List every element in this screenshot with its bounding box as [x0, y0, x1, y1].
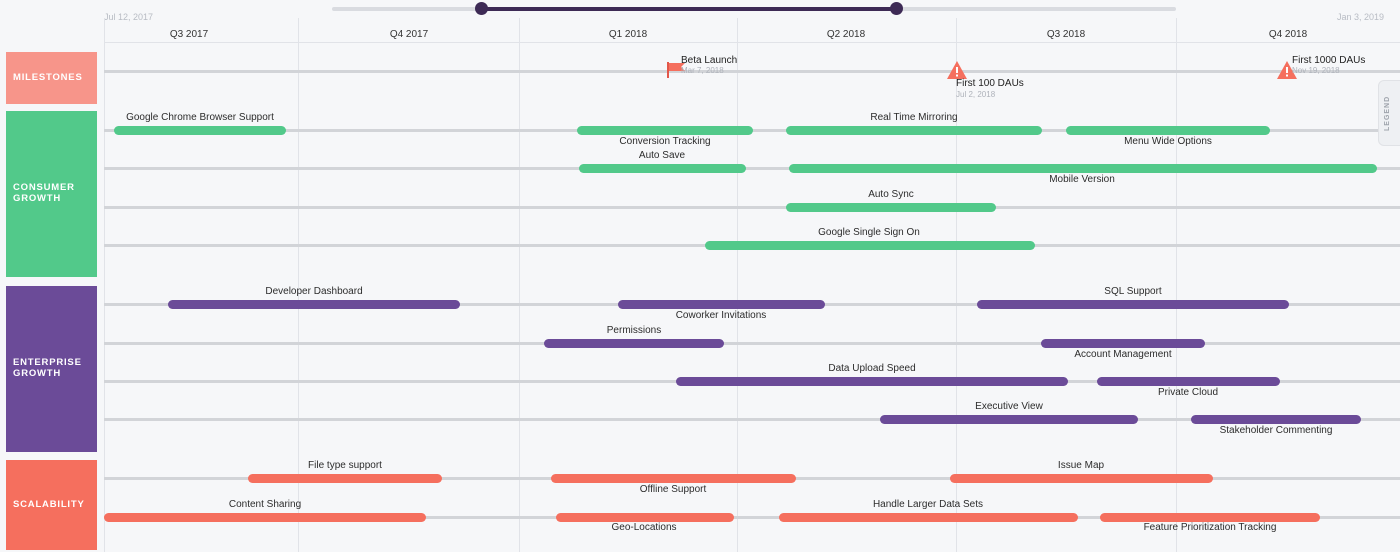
roadmap-bar-label: Offline Support [639, 484, 707, 495]
roadmap-bar-label: Permissions [606, 325, 662, 336]
roadmap-bar[interactable] [977, 300, 1289, 309]
roadmap-bar-label: File type support [308, 460, 382, 471]
quarter-divider [1176, 18, 1177, 552]
header-divider [104, 42, 1400, 43]
milestone-date: Nov 19, 2018 [1292, 66, 1340, 75]
roadmap-bar[interactable] [1097, 377, 1280, 386]
roadmap-bar[interactable] [551, 474, 796, 483]
roadmap-bar[interactable] [1066, 126, 1270, 135]
range-end-date: Jan 3, 2019 [1337, 12, 1385, 22]
quarter-label: Q2 2018 [826, 29, 866, 40]
quarter-divider [737, 18, 738, 552]
roadmap-bar[interactable] [577, 126, 753, 135]
roadmap-bar[interactable] [104, 513, 426, 522]
milestone-title: First 1000 DAUs [1292, 55, 1366, 66]
quarter-label: Q4 2018 [1268, 29, 1308, 40]
lane-scalability[interactable]: SCALABILITY [6, 460, 97, 550]
roadmap-bar-label: Executive View [975, 401, 1043, 412]
roadmap-bar-label: Private Cloud [1157, 387, 1219, 398]
roadmap-bar[interactable] [618, 300, 825, 309]
lane-track [104, 70, 1400, 73]
roadmap-bar-label: Coworker Invitations [675, 310, 767, 321]
roadmap-bar-label: Mobile Version [1049, 174, 1115, 185]
roadmap-bar-label: Google Chrome Browser Support [126, 112, 274, 123]
roadmap-bar-label: Data Upload Speed [828, 363, 916, 374]
lane-track [104, 516, 1400, 519]
range-scroller-selection[interactable] [482, 7, 897, 11]
roadmap-bar[interactable] [556, 513, 734, 522]
lane-track [104, 167, 1400, 170]
roadmap-bar-label: Auto Sync [868, 189, 914, 200]
lane-track [104, 206, 1400, 209]
roadmap-bar[interactable] [1191, 415, 1361, 424]
roadmap-bar[interactable] [579, 164, 746, 173]
roadmap-bar-label: Handle Larger Data Sets [872, 499, 984, 510]
lane-label-text: MILESTONES [13, 71, 83, 83]
roadmap-bar[interactable] [1100, 513, 1320, 522]
roadmap-bar[interactable] [676, 377, 1068, 386]
roadmap-bar[interactable] [786, 126, 1042, 135]
roadmap-bar-label: Conversion Tracking [619, 136, 711, 147]
quarter-label: Q3 2017 [169, 29, 209, 40]
quarter-divider [298, 18, 299, 552]
lane-label-text: SCALABILITY [13, 498, 85, 510]
roadmap-bar[interactable] [705, 241, 1035, 250]
roadmap-bar-label: Google Single Sign On [818, 227, 920, 238]
lane-track [104, 418, 1400, 421]
roadmap-bar[interactable] [168, 300, 460, 309]
warning-icon[interactable] [947, 61, 967, 84]
roadmap-bar[interactable] [789, 164, 1377, 173]
legend-tab[interactable]: LEGEND [1378, 80, 1400, 146]
lane-consumer-growth[interactable]: CONSUMER GROWTH [6, 111, 97, 277]
milestone-date: Jul 2, 2018 [956, 90, 996, 99]
roadmap-bar[interactable] [1041, 339, 1205, 348]
flag-icon[interactable] [667, 62, 687, 83]
roadmap-bar-label: Account Management [1074, 349, 1172, 360]
roadmap-bar-label: Developer Dashboard [265, 286, 363, 297]
roadmap-bar[interactable] [880, 415, 1138, 424]
lane-label-text: CONSUMER GROWTH [13, 182, 75, 204]
lane-track [104, 342, 1400, 345]
roadmap-bar-label: Real Time Mirroring [870, 112, 958, 123]
roadmap-bar-label: Auto Save [638, 150, 686, 161]
roadmap-bar[interactable] [779, 513, 1078, 522]
lane-milestones[interactable]: MILESTONES [6, 52, 97, 104]
quarter-label: Q4 2017 [389, 29, 429, 40]
quarter-label: Q1 2018 [608, 29, 648, 40]
range-start-date: Jul 12, 2017 [104, 12, 154, 22]
roadmap-bar-label: Stakeholder Commenting [1219, 425, 1333, 436]
roadmap-bar-label: Menu Wide Options [1124, 136, 1212, 147]
milestone-title: First 100 DAUs [956, 78, 1024, 89]
roadmap-bar[interactable] [786, 203, 996, 212]
quarter-divider [519, 18, 520, 552]
roadmap-bar[interactable] [114, 126, 286, 135]
range-start-handle[interactable] [475, 2, 488, 15]
roadmap-bar-label: Geo-Locations [611, 522, 677, 533]
roadmap-bar[interactable] [248, 474, 442, 483]
roadmap-bar-label: Issue Map [1057, 460, 1105, 471]
milestone-date: Mar 7, 2018 [681, 66, 724, 75]
range-end-handle[interactable] [890, 2, 903, 15]
roadmap-bar-label: Content Sharing [228, 499, 302, 510]
warning-icon[interactable] [1277, 61, 1297, 84]
milestone-title: Beta Launch [681, 55, 738, 66]
roadmap-bar[interactable] [950, 474, 1213, 483]
quarter-divider [956, 18, 957, 552]
quarter-label: Q3 2018 [1046, 29, 1086, 40]
roadmap-bar[interactable] [544, 339, 724, 348]
lane-label-text: ENTERPRISE GROWTH [13, 357, 82, 379]
legend-label: LEGEND [1384, 95, 1391, 131]
roadmap-bar-label: SQL Support [1104, 286, 1162, 297]
roadmap-bar-label: Feature Prioritization Tracking [1143, 522, 1277, 533]
quarter-divider [104, 18, 105, 552]
lane-enterprise-growth[interactable]: ENTERPRISE GROWTH [6, 286, 97, 452]
